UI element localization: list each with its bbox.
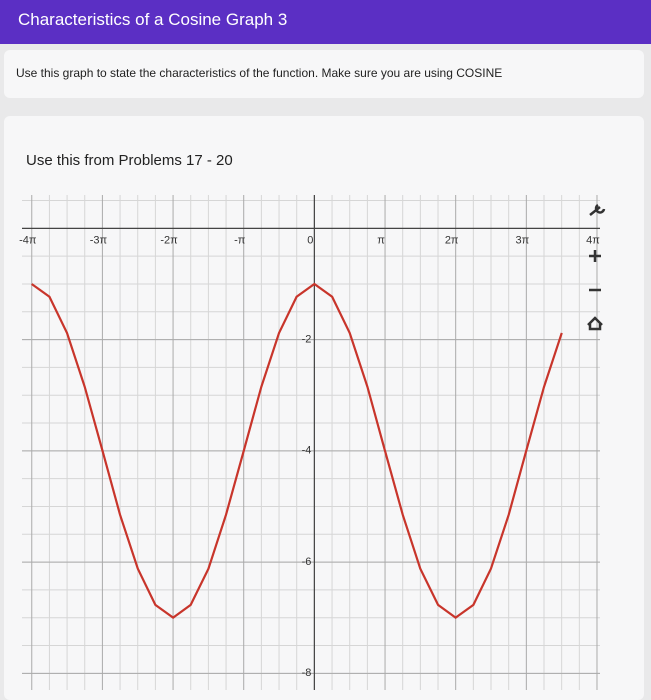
wrench-icon [589, 203, 606, 216]
x-tick-label: -π [234, 234, 246, 246]
y-tick-label: -4 [302, 445, 312, 457]
y-tick-label: -6 [302, 556, 312, 568]
x-tick-label: -2π [160, 234, 178, 246]
home-icon [587, 316, 603, 331]
page-title: Characteristics of a Cosine Graph 3 [18, 10, 288, 29]
y-tick-label: -8 [302, 667, 312, 679]
instruction-card: Use this graph to state the characterist… [4, 50, 644, 98]
y-tick-label: -2 [302, 334, 312, 346]
x-tick-label: 3π [515, 234, 529, 246]
plot: -4π -3π -2π -π 0 π 2π 3π 4π -2 -4 -6 -8 [19, 195, 600, 690]
card-title: Use this from Problems 17 - 20 [26, 152, 233, 169]
x-tick-label: 0 [307, 234, 313, 246]
curve [31, 282, 563, 620]
zoom-in-icon [589, 250, 601, 262]
x-tick-label: 4π [586, 234, 600, 246]
x-tick-label: π [377, 234, 385, 246]
x-tick-label: -4π [19, 234, 37, 246]
instructions: Use this graph to state the characterist… [16, 66, 503, 80]
x-tick-label: 2π [445, 234, 459, 246]
header-bar: Characteristics of a Cosine Graph 3 [0, 0, 651, 44]
toolbar [587, 203, 606, 331]
x-tick-label: -3π [90, 234, 108, 246]
